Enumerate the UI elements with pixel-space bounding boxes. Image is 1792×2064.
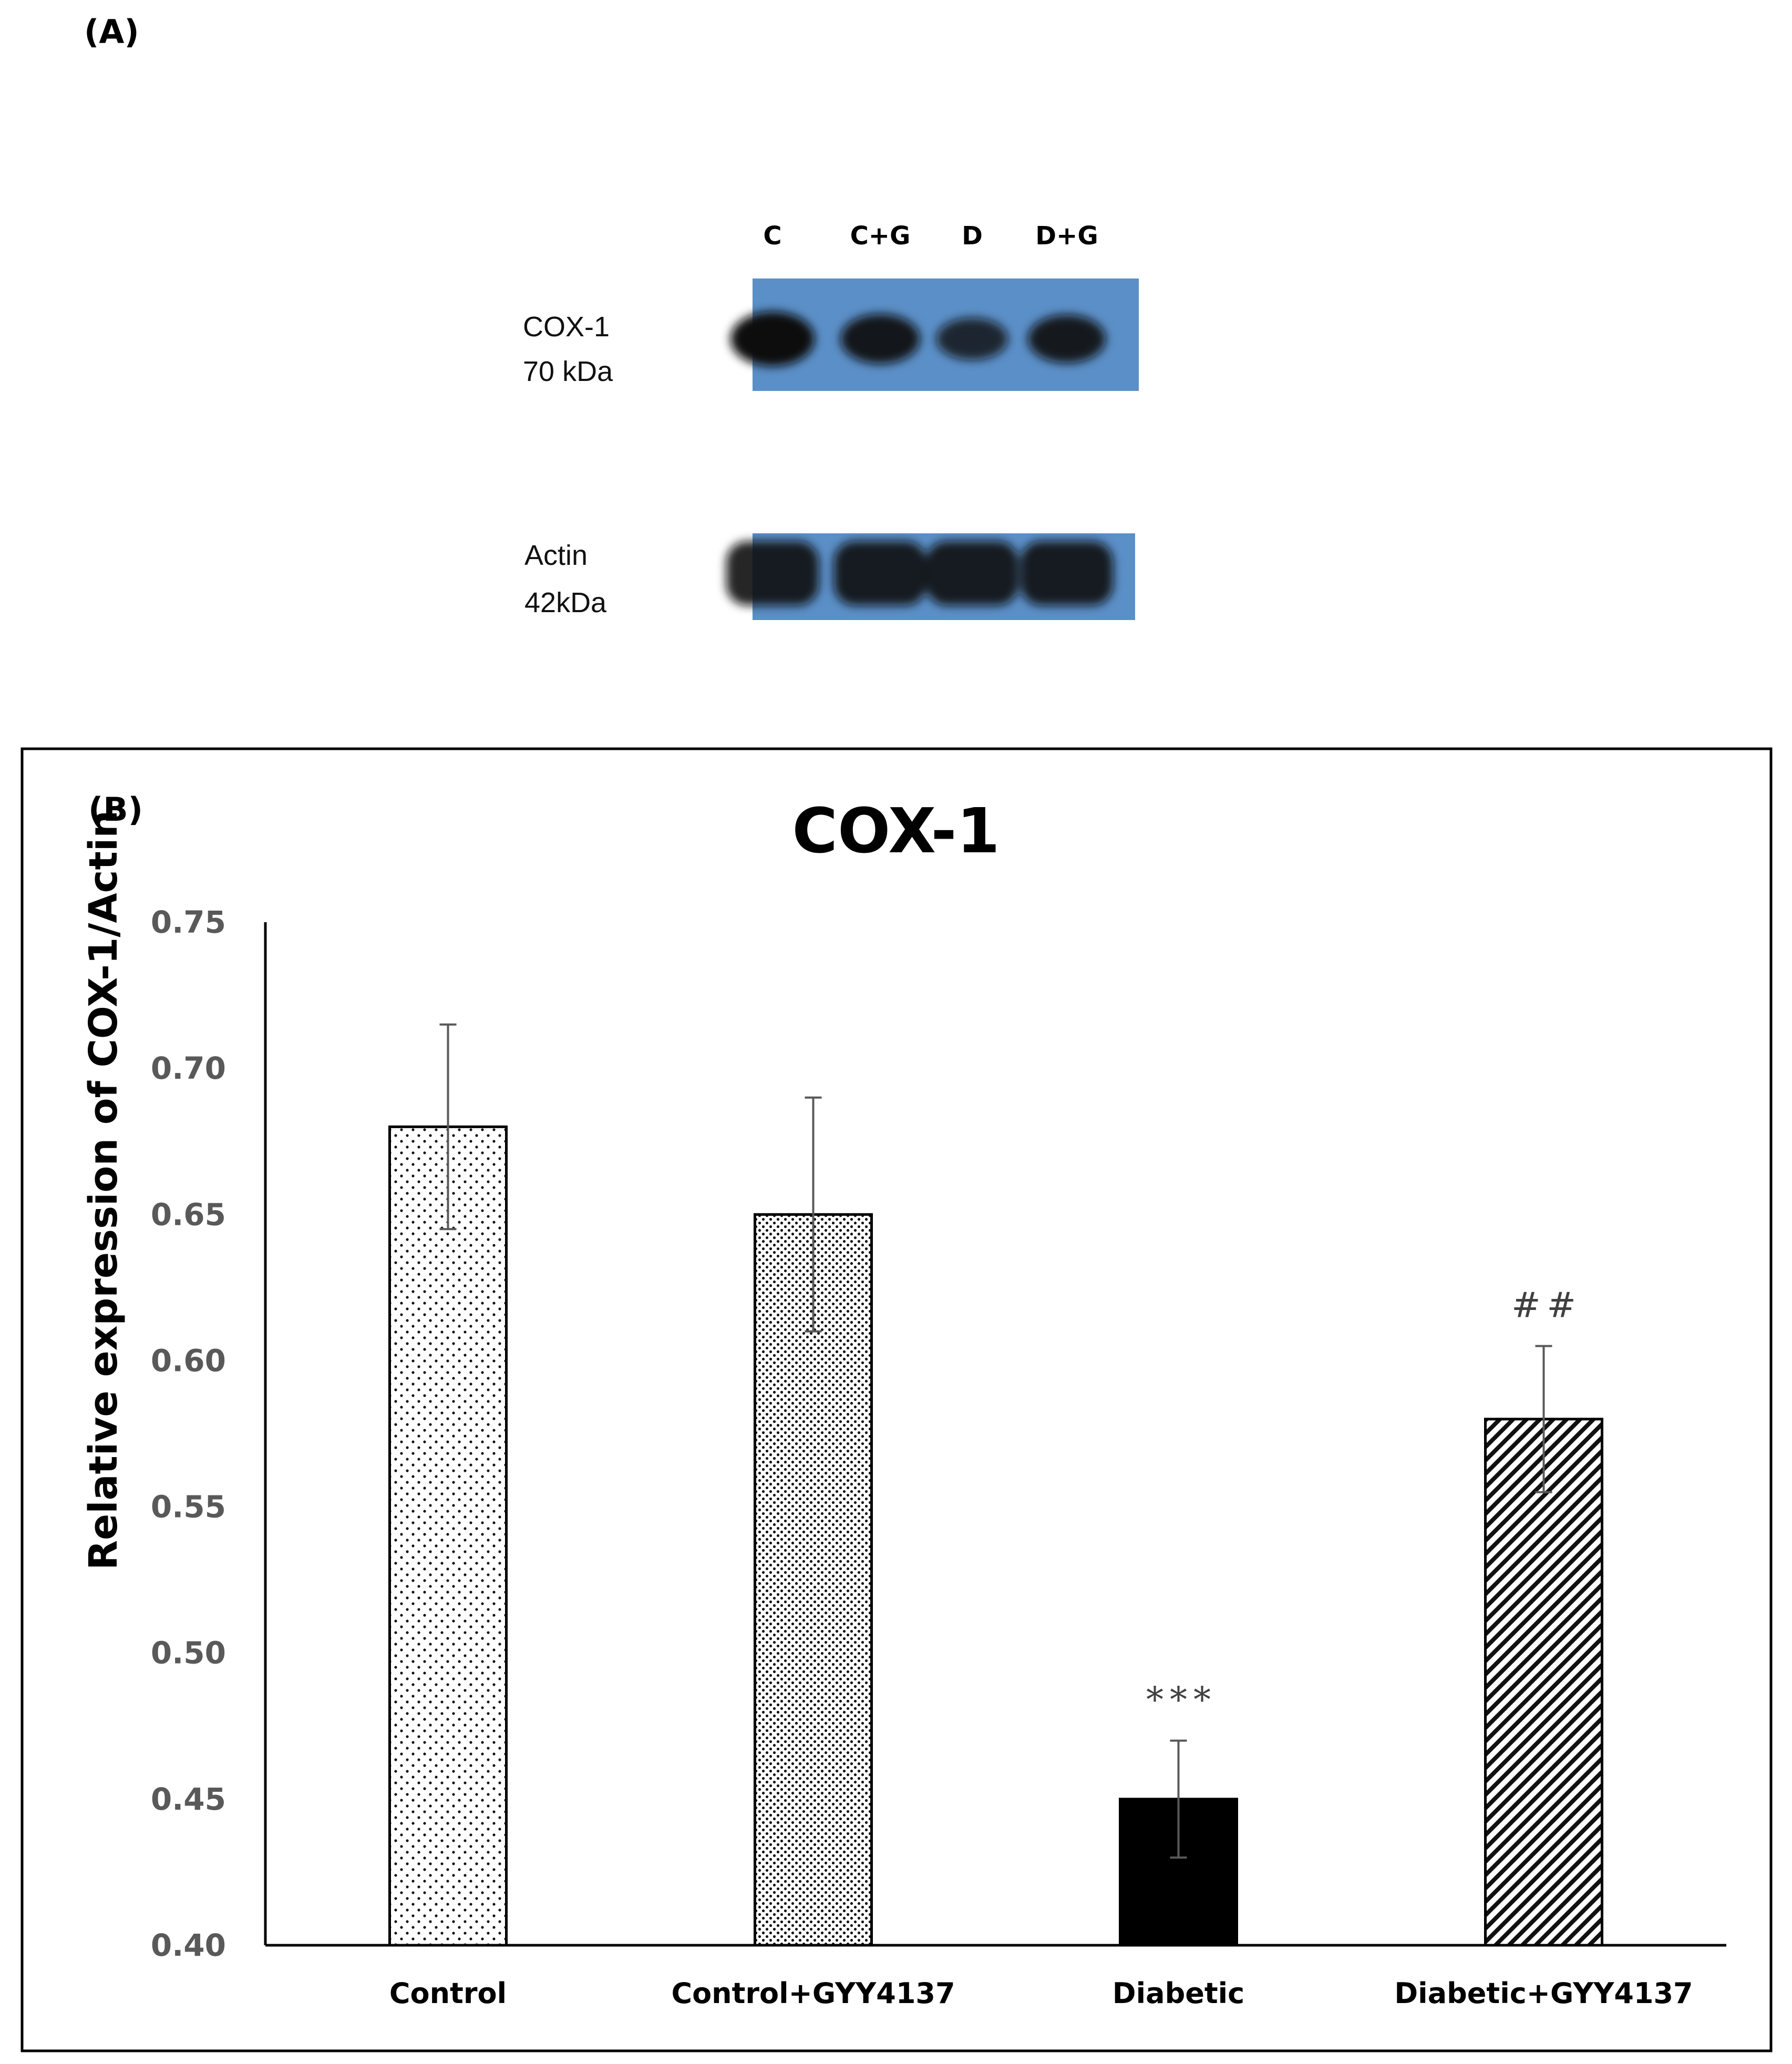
y-tick-label: 0.70 (151, 1050, 226, 1086)
lane-label-c: C (763, 221, 781, 251)
x-tick-label: Diabetic+GYY4137 (1394, 1977, 1693, 2010)
chart-title: COX-1 (792, 794, 1000, 867)
panel-b-frame (20, 747, 1773, 2052)
significance-annotation: *** (1146, 1680, 1217, 1720)
lane-label-c-g: C+G (850, 221, 911, 251)
actin-band-3 (926, 541, 1018, 605)
y-tick-label: 0.65 (151, 1196, 226, 1232)
bar-control-gyy4137 (754, 1213, 873, 1947)
actin-band-1 (726, 541, 819, 605)
panel-b-label: (B) (88, 790, 143, 829)
y-tick-label: 0.55 (151, 1489, 226, 1525)
cox-band-4 (1028, 315, 1106, 363)
x-axis-ticks: Control Control+GYY4137 Diabetic Diabetic+G… (389, 1977, 1693, 2010)
y-axis-label: Relative expression of COX-1/Actin (81, 810, 126, 1570)
actin-blot-label-size: 42kDa (524, 587, 607, 618)
significance-annotation: ## (1511, 1285, 1582, 1326)
y-tick-label: 0.75 (151, 904, 226, 940)
cox-blot-label-name: COX-1 (523, 311, 610, 343)
actin-band-4 (1021, 541, 1113, 605)
lane-label-d-g: D+G (1035, 221, 1098, 251)
lane-label-d: D (962, 221, 983, 251)
x-tick-label: Control+GYY4137 (671, 1977, 955, 2010)
actin-blot-label-name: Actin (524, 540, 588, 571)
panel-a-label: (A) (84, 13, 139, 51)
cox-band-2 (840, 314, 920, 364)
cox-band-3 (936, 318, 1008, 360)
y-tick-label: 0.45 (151, 1781, 226, 1817)
y-axis-ticks: 0.75 0.70 0.65 0.60 0.55 0.50 0.45 0.40 (151, 904, 226, 1963)
bar-series (388, 1125, 1603, 1947)
lane-labels: C C+G D D+G (763, 221, 1098, 251)
significance-annotations: *** ## (1146, 1285, 1582, 1720)
bar-diabetic-gyy4137 (1484, 1418, 1603, 1947)
y-tick-label: 0.50 (151, 1635, 226, 1671)
cox-band-1 (730, 312, 815, 366)
cox-1-blot (730, 278, 1139, 391)
cox-blot-label-size: 70 kDa (523, 356, 613, 387)
bar-control (388, 1125, 508, 1947)
actin-band-2 (834, 541, 926, 605)
y-tick-label: 0.40 (151, 1927, 226, 1963)
actin-blot (726, 533, 1135, 620)
error-bars (439, 1023, 1552, 1859)
y-tick-label: 0.60 (151, 1343, 226, 1378)
x-tick-label: Diabetic (1113, 1977, 1244, 2010)
x-tick-label: Control (389, 1977, 507, 2010)
